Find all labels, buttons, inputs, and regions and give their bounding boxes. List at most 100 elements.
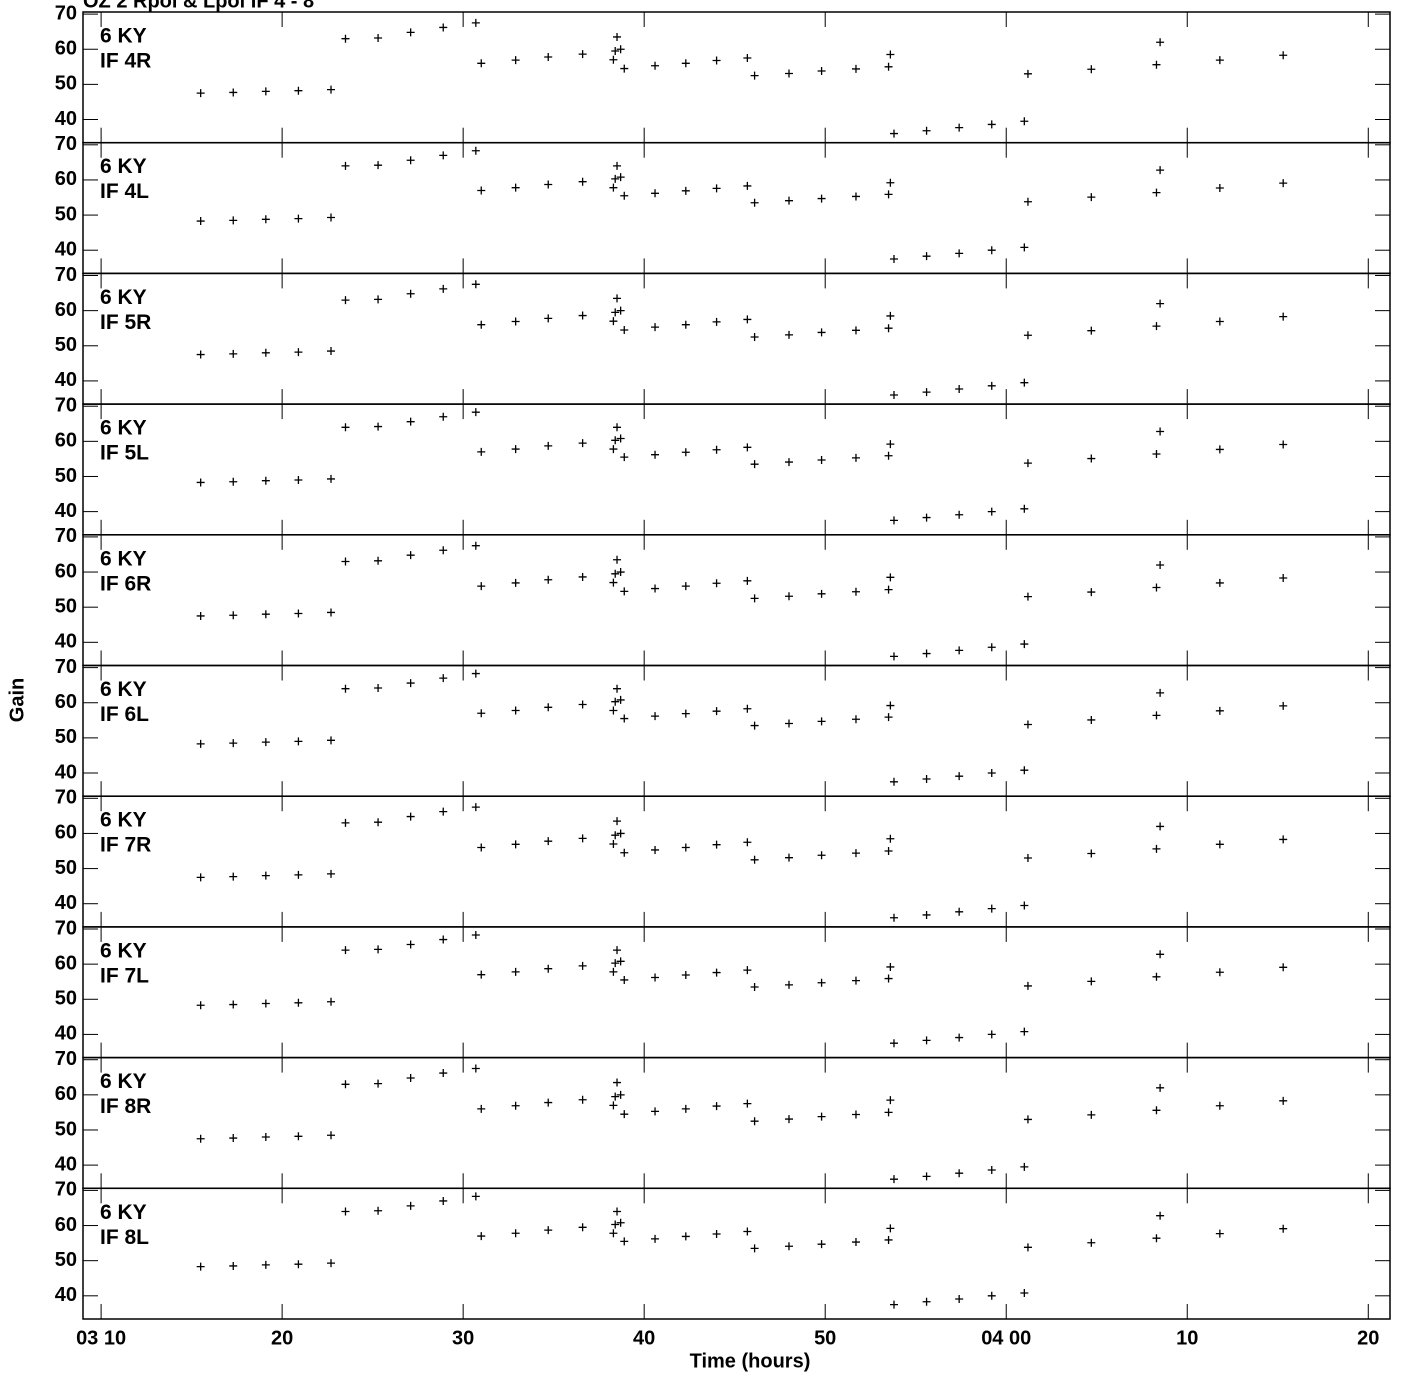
marker <box>613 684 622 693</box>
marker <box>477 59 486 68</box>
marker <box>261 999 270 1008</box>
marker <box>544 1226 553 1235</box>
marker <box>817 1112 826 1121</box>
marker <box>616 957 625 966</box>
panel-label: 6 KY <box>100 547 147 570</box>
marker <box>1023 854 1032 863</box>
marker <box>886 701 895 710</box>
marker <box>1156 688 1165 697</box>
marker <box>1020 378 1029 387</box>
marker <box>477 843 486 852</box>
marker <box>327 347 336 356</box>
marker <box>439 151 448 160</box>
marker <box>229 1000 238 1009</box>
marker <box>1215 1229 1224 1238</box>
marker <box>884 1235 893 1244</box>
marker <box>609 706 618 715</box>
marker <box>327 474 336 483</box>
marker <box>712 317 721 326</box>
marker <box>817 1240 826 1249</box>
marker <box>817 978 826 987</box>
marker <box>1152 60 1161 69</box>
y-tick-label: 40 <box>55 500 77 522</box>
marker <box>609 445 618 454</box>
marker <box>406 679 415 688</box>
marker <box>327 869 336 878</box>
marker <box>609 839 618 848</box>
marker <box>439 1069 448 1078</box>
marker <box>261 610 270 619</box>
marker <box>294 870 303 879</box>
marker <box>1156 38 1165 47</box>
panel-frame <box>82 141 1391 275</box>
marker <box>578 834 587 843</box>
y-tick-label: 50 <box>55 988 77 1010</box>
marker <box>229 477 238 486</box>
marker <box>616 306 625 315</box>
marker <box>620 975 629 984</box>
marker <box>341 818 350 827</box>
marker <box>327 736 336 745</box>
panel-label: 6 KY <box>100 417 147 440</box>
marker <box>651 323 660 332</box>
marker <box>620 587 629 596</box>
marker <box>374 1079 383 1088</box>
marker <box>886 178 895 187</box>
marker <box>886 311 895 320</box>
panel-frame <box>82 926 1391 1059</box>
marker <box>1087 65 1096 74</box>
marker <box>1087 326 1096 335</box>
y-tick-label: 50 <box>55 465 77 487</box>
marker <box>889 1175 898 1184</box>
marker <box>884 324 893 333</box>
marker <box>609 1229 618 1238</box>
marker <box>620 191 629 200</box>
marker <box>327 1131 336 1140</box>
marker <box>578 1095 587 1104</box>
marker <box>616 173 625 182</box>
marker <box>611 174 620 183</box>
y-tick-label: 70 <box>55 264 77 286</box>
marker <box>616 829 625 838</box>
marker <box>987 120 996 129</box>
marker <box>261 738 270 747</box>
marker <box>471 1192 480 1201</box>
marker <box>229 739 238 748</box>
marker <box>681 1104 690 1113</box>
y-tick-label: 40 <box>55 369 77 391</box>
marker <box>261 348 270 357</box>
marker <box>743 54 752 63</box>
marker <box>1020 117 1029 126</box>
marker <box>1279 835 1288 844</box>
marker <box>817 589 826 598</box>
marker <box>613 1207 622 1216</box>
marker <box>922 1172 931 1181</box>
marker <box>817 194 826 203</box>
marker <box>471 280 480 289</box>
marker <box>922 126 931 135</box>
marker <box>955 384 964 393</box>
marker <box>613 946 622 955</box>
marker <box>922 252 931 261</box>
marker <box>578 1223 587 1232</box>
marker <box>651 450 660 459</box>
marker <box>327 1259 336 1268</box>
marker <box>1279 1096 1288 1105</box>
marker <box>922 1297 931 1306</box>
marker <box>609 183 618 192</box>
marker <box>374 33 383 42</box>
marker <box>1087 588 1096 597</box>
marker <box>1215 56 1224 65</box>
panel-label: 6 KY <box>100 25 147 48</box>
marker <box>922 910 931 919</box>
y-tick-label: 60 <box>55 952 77 974</box>
y-tick-label: 60 <box>55 168 77 190</box>
marker <box>681 971 690 980</box>
marker <box>1152 711 1161 720</box>
marker <box>609 1101 618 1110</box>
marker <box>620 1110 629 1119</box>
marker <box>511 578 520 587</box>
marker <box>1023 981 1032 990</box>
marker <box>743 315 752 324</box>
panel-label: IF 6L <box>100 703 149 726</box>
